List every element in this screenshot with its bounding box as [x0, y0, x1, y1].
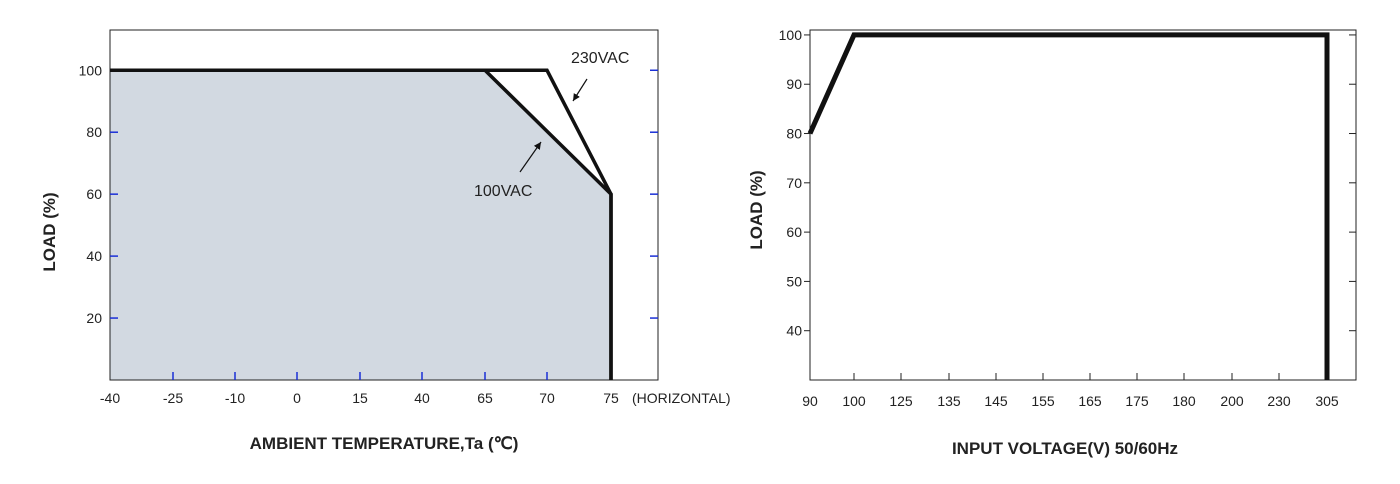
annotation-100vac-arrow [519, 141, 542, 173]
x-tick-label: -40 [100, 390, 120, 406]
y-tick-label: 20 [86, 310, 102, 326]
x-tick-label: 155 [1031, 393, 1055, 409]
y-tick-label: 60 [786, 224, 802, 240]
x-tick-label: 75 [603, 390, 619, 406]
x-axis-title: AMBIENT TEMPERATURE,Ta (℃) [250, 434, 519, 453]
y-axis-title: LOAD (%) [747, 170, 766, 249]
x-axis-title: INPUT VOLTAGE(V) 50/60Hz [952, 439, 1178, 458]
x-tick-label: 90 [802, 393, 818, 409]
temperature-derating-chart: -40 -25 -10 0 15 40 65 70 75 (HORIZONTAL) 20 40 60 8… [40, 29, 731, 453]
x-tick-label: -25 [163, 390, 183, 406]
y-tick-label: 50 [786, 273, 802, 289]
x-tick-label: 305 [1315, 393, 1339, 409]
x-tick-label: 230 [1267, 393, 1291, 409]
y-tick-label: 60 [86, 186, 102, 202]
x-tick-label: 70 [539, 390, 555, 406]
y-tick-label: 40 [786, 323, 802, 339]
y-tick-label: 40 [86, 248, 102, 264]
y-tick-label: 90 [786, 76, 802, 92]
x-tick-label: 15 [352, 390, 368, 406]
x-tick-label: 40 [414, 390, 430, 406]
y-tick-label: 100 [779, 27, 803, 43]
x-tick-label: 135 [937, 393, 961, 409]
y-tick-label: 70 [786, 175, 802, 191]
x-tick-label: 175 [1125, 393, 1149, 409]
series-line-100vac [110, 68, 613, 380]
plot-frame [809, 29, 1357, 381]
plot-frame [109, 29, 659, 381]
x-tick-label: -10 [225, 390, 245, 406]
annotation-230vac-arrow [572, 78, 588, 102]
x-tick-label: 65 [477, 390, 493, 406]
y-tick-label: 80 [86, 124, 102, 140]
annotation-100vac: 100VAC [474, 183, 532, 200]
safe-operating-area [110, 70, 611, 380]
x-tick-label: 165 [1078, 393, 1102, 409]
input-voltage-derating-chart: 90 100 125 135 145 155 165 175 180 200 230 305 40 50… [747, 27, 1357, 458]
annotation-230vac: 230VAC [571, 50, 629, 67]
y-tick-label: 100 [79, 62, 103, 78]
x-tick-label: 200 [1220, 393, 1244, 409]
x-tick-label: 180 [1172, 393, 1196, 409]
y-tick-label: 80 [786, 126, 802, 142]
y-axis-title: LOAD (%) [40, 192, 59, 271]
x-tick-label: 0 [293, 390, 301, 406]
x-tick-label: 145 [984, 393, 1008, 409]
x-tick-label: 100 [842, 393, 866, 409]
x-tick-suffix: (HORIZONTAL) [632, 390, 731, 406]
series-line-load [807, 32, 1330, 380]
x-tick-label: 125 [889, 393, 913, 409]
